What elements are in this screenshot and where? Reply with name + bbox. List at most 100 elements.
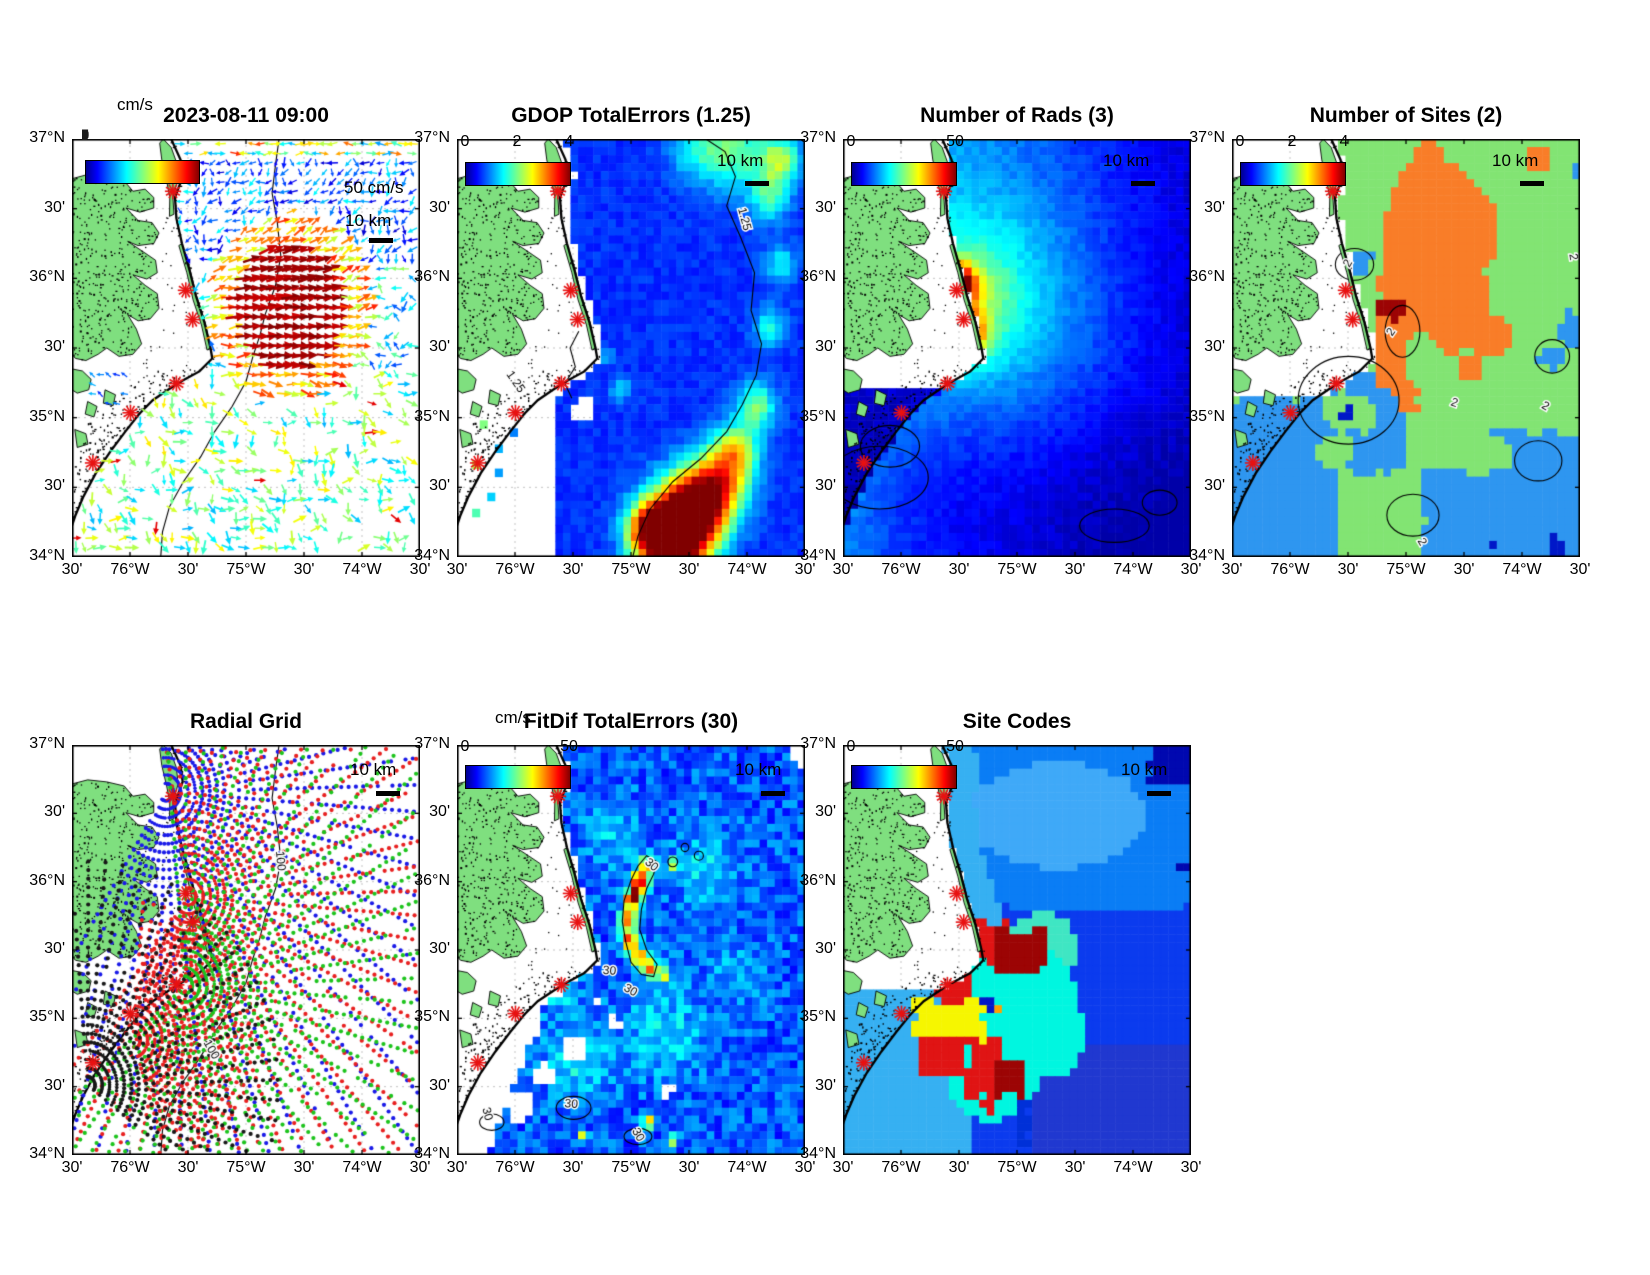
x-axis-tick-label: 30' xyxy=(177,561,199,578)
colorbar-tick-label: 2 xyxy=(512,133,522,150)
colorbar-units-label: cm/s xyxy=(495,708,531,727)
y-axis-tick-label: 37°N xyxy=(29,735,65,752)
x-axis-tick-label: 30' xyxy=(948,1159,970,1176)
y-axis-tick-label: 35°N xyxy=(1189,407,1225,425)
fitdif-map-canvas xyxy=(457,745,805,1155)
colorbar-tick-label: 4 xyxy=(564,133,574,150)
y-axis-tick-label: 30' xyxy=(44,803,65,821)
y-axis-tick-label: 37°N xyxy=(414,735,450,752)
panel-title: Number of Sites (2) xyxy=(1309,104,1503,127)
x-axis-tick-label: 76°W xyxy=(495,561,535,578)
x-axis-tick-label: 30' xyxy=(832,561,854,578)
x-axis-tick-label: 30' xyxy=(832,1159,854,1176)
y-axis-tick-label: 37°N xyxy=(800,129,836,146)
y-axis-tick-label: 36°N xyxy=(414,268,450,286)
colorbar-ticks: 0 50 xyxy=(847,738,964,755)
panel-site-codes: Site Codes 0 50 10 km xyxy=(843,710,1191,1155)
x-axis-tick-label: 75°W xyxy=(611,1159,651,1176)
y-axis-tick-label: 30' xyxy=(44,940,65,957)
y-axis-tick-label: 35°N xyxy=(29,1008,65,1026)
y-axis-tick-label: 36°N xyxy=(1189,268,1225,286)
x-axis-tick-label: 75°W xyxy=(997,1159,1037,1176)
x-axis-tick-label: 74°W xyxy=(1502,561,1542,578)
y-axis-tick-label: 36°N xyxy=(29,871,65,889)
panel-radial-grid: Radial Grid 10 km xyxy=(72,710,420,1155)
site-codes-canvas xyxy=(843,745,1191,1155)
colorbar-tick-label: 0 xyxy=(1235,133,1245,150)
x-axis-tick-label: 30' xyxy=(1064,1159,1086,1176)
colorbar-tick-labels-overlapping: 0 5 10 15 20 25 30 35 40 45 50 55 60 65 … xyxy=(82,125,89,144)
panel-title: Radial Grid xyxy=(189,710,303,733)
x-axis-tick-label: 76°W xyxy=(110,561,150,578)
x-axis-tick-label: 30' xyxy=(678,561,700,578)
panel-number-of-rads: Number of Rads (3) 0 50 10 km xyxy=(843,104,1191,557)
x-axis-tick-label: 30' xyxy=(948,561,970,578)
x-axis-tick-label: 76°W xyxy=(495,1159,535,1176)
distance-scale-bar xyxy=(1147,791,1171,796)
x-axis-tick-label: 30' xyxy=(794,1159,816,1176)
y-axis-tick-label: 30' xyxy=(815,338,836,355)
speed-scale-label: 50 cm/s xyxy=(344,178,404,197)
x-axis-tick-label: 75°W xyxy=(226,1159,266,1176)
distance-scale-label: 10 km xyxy=(1103,151,1150,170)
x-axis-tick-label: 30' xyxy=(61,1159,83,1176)
distance-scale-label: 10 km xyxy=(345,211,392,230)
colorbar-tick-label: 4 xyxy=(1339,133,1349,150)
panel-title: Site Codes xyxy=(962,710,1072,733)
x-axis-tick-label: 30' xyxy=(61,561,83,578)
distance-scale-label: 10 km xyxy=(735,760,782,779)
colorbar-ticks: 0 50 xyxy=(461,738,578,755)
y-axis-tick-label: 30' xyxy=(429,477,450,495)
y-axis-tick-label: 30' xyxy=(44,477,65,495)
distance-scale-bar xyxy=(1131,181,1155,186)
y-axis-tick-label: 30' xyxy=(815,477,836,495)
distance-scale-bar xyxy=(745,181,769,186)
x-axis-tick-label: 30' xyxy=(293,561,315,578)
y-axis-tick-label: 37°N xyxy=(800,735,836,752)
colorbar xyxy=(851,162,957,186)
x-axis-tick-label: 30' xyxy=(794,561,816,578)
x-axis-tick-label: 30' xyxy=(1180,561,1202,578)
y-axis-tick-label: 30' xyxy=(429,1076,450,1094)
y-axis-tick-label: 34°N xyxy=(414,547,450,564)
distance-scale-label: 10 km xyxy=(717,151,764,170)
y-axis-tick-label: 37°N xyxy=(414,129,450,146)
colorbar-ticks: 0 50 xyxy=(847,133,964,150)
x-axis-tick-label: 74°W xyxy=(1113,1159,1153,1176)
x-axis-tick-label: 30' xyxy=(446,561,468,578)
distance-scale-bar xyxy=(761,791,785,796)
x-axis-tick-label: 76°W xyxy=(1270,561,1310,578)
y-axis-tick-label: 37°N xyxy=(1189,129,1225,146)
x-axis-tick-label: 30' xyxy=(293,1159,315,1176)
y-axis-tick-label: 35°N xyxy=(800,407,836,425)
y-axis-tick-label: 30' xyxy=(429,198,450,216)
y-axis-tick-label: 35°N xyxy=(29,407,65,425)
colorbar-tick-label: 50 xyxy=(560,738,578,755)
x-axis-tick-label: 30' xyxy=(1064,561,1086,578)
x-axis-tick-label: 74°W xyxy=(342,561,382,578)
y-axis-tick-label: 34°N xyxy=(414,1145,450,1162)
x-axis-tick-label: 75°W xyxy=(611,561,651,578)
panel-number-of-sites: Number of Sites (2) 0 2 4 10 km xyxy=(1232,104,1580,557)
y-axis-tick-label: 30' xyxy=(44,198,65,216)
colorbar xyxy=(1240,162,1346,186)
panel-fitdif-total-errors: FitDif TotalErrors (30) cm/s 0 50 10 km xyxy=(457,708,805,1155)
y-axis-tick-label: 30' xyxy=(1204,338,1225,355)
y-axis-tick-label: 30' xyxy=(1204,477,1225,495)
y-axis-tick-label: 36°N xyxy=(800,268,836,286)
y-axis-tick-label: 35°N xyxy=(800,1008,836,1026)
y-axis-tick-label: 35°N xyxy=(414,407,450,425)
x-axis-tick-label: 74°W xyxy=(1113,561,1153,578)
distance-scale-label: 10 km xyxy=(1121,760,1168,779)
y-axis-tick-label: 30' xyxy=(815,1076,836,1094)
colorbar xyxy=(851,765,957,789)
x-axis-tick-label: 30' xyxy=(1180,1159,1202,1176)
panel-title: FitDif TotalErrors (30) xyxy=(523,710,739,733)
colorbar xyxy=(465,162,571,186)
distance-scale-bar xyxy=(369,238,393,243)
y-axis-tick-label: 30' xyxy=(429,338,450,355)
x-axis-tick-label: 74°W xyxy=(727,561,767,578)
x-axis-tick-label: 30' xyxy=(177,1159,199,1176)
x-axis-tick-label: 75°W xyxy=(997,561,1037,578)
